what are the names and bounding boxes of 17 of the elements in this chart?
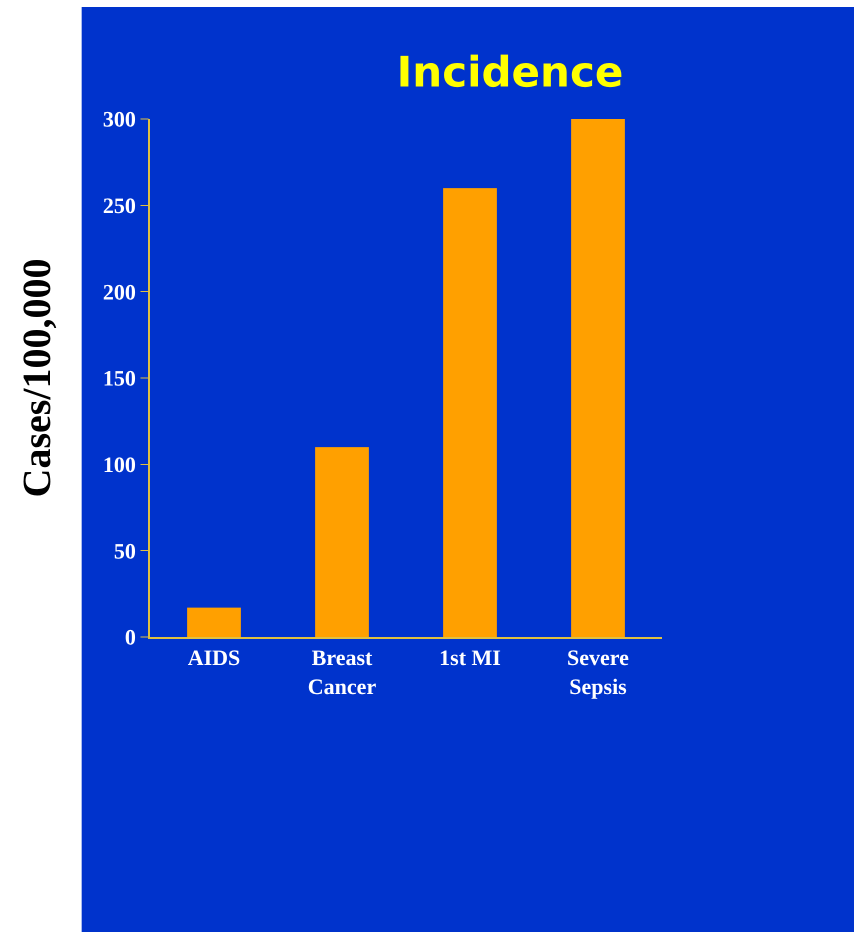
- y-tick-label: 300: [102, 106, 136, 132]
- bar: [443, 188, 497, 637]
- y-tick-label: 150: [102, 366, 136, 391]
- bar: [187, 608, 241, 637]
- y-tick-label: 50: [114, 538, 136, 564]
- bar: [571, 119, 625, 637]
- y-tick-label: 250: [102, 193, 136, 218]
- x-tick-label: Breast Cancer: [308, 645, 376, 699]
- y-axis-title: Cases/100,000: [14, 258, 59, 498]
- bar: [315, 447, 369, 637]
- x-tick-label: Severe Sepsis: [567, 645, 630, 699]
- x-tick-label: AIDS: [188, 645, 240, 670]
- x-tick-label: 1st MI: [439, 645, 501, 670]
- y-tick-label: 200: [102, 279, 136, 304]
- y-tick-label: 0: [124, 624, 136, 650]
- chart-title: Incidence: [396, 48, 624, 97]
- y-tick-label: 100: [102, 452, 136, 478]
